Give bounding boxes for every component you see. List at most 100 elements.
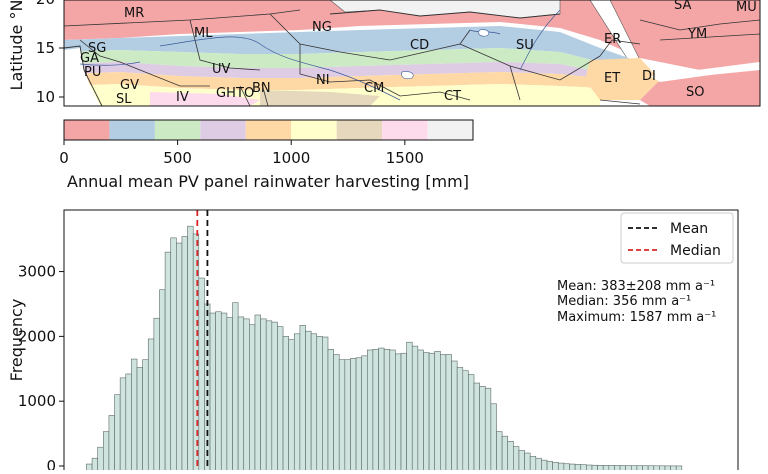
histogram-bar [445,354,452,474]
histogram-bar [395,353,402,474]
country-label-mr: MR [124,6,144,21]
country-label-ct: CT [444,89,461,104]
histogram-bar [664,465,671,474]
histogram-bar [389,349,396,474]
histogram-bar [209,312,216,474]
histogram-bar [232,302,239,474]
country-label-di: DI [642,69,656,84]
histogram-bar [170,237,177,474]
histogram-bar [271,321,278,474]
histogram-bar [322,336,329,474]
histogram-panel: 0 1000 2000 3000 Frequency Mean Median Mean… [7,209,739,474]
country-label-sa: SA [674,0,691,13]
histogram-bar [496,431,503,474]
histogram-bar [659,465,666,474]
histogram-bar [338,359,346,474]
histogram-bar [226,317,233,474]
colorbar-block [154,120,201,140]
histogram-bar [670,465,677,474]
map-y-axis: 20 15 10 Latitude °N [7,0,64,106]
histogram-bar [518,450,525,474]
country-label-uv: UV [212,62,231,77]
histogram-bar [147,338,155,474]
histogram-bar [103,431,110,474]
map-band-purple [64,62,600,78]
histogram-bar [608,465,615,474]
colorbar-block [64,120,110,140]
stats-annotation: Mean: 383±208 mm a⁻¹ Median: 356 mm a⁻¹ … [557,279,716,325]
histogram-bar [569,463,576,474]
histogram-bars [86,225,683,474]
histogram-bar [355,357,362,474]
histogram-bar [220,312,228,474]
histogram-bar [400,352,407,474]
colorbar-ticks: 0 500 1000 1500 [59,140,424,167]
histogram-bar [614,465,621,474]
histogram-bar [378,347,385,474]
histogram-bar [462,370,469,474]
histogram-bar [473,382,480,474]
histogram-bar [254,314,261,474]
histogram-y-axis: 0 1000 2000 3000 [18,263,64,474]
legend-mean-label: Mean [670,221,708,237]
histogram-bar [625,465,632,474]
histogram-bar [310,333,318,474]
histogram-bar [529,455,537,474]
rivers [79,9,561,101]
histogram-bar [653,465,660,474]
histogram-bar [97,446,104,474]
histogram-bar [383,349,391,474]
histogram-bar [434,350,441,474]
country-label-ml: ML [194,26,213,41]
histogram-bar [535,457,542,474]
country-label-ga: GA [80,51,99,66]
histogram-bar [630,465,638,474]
histogram-bar [647,465,655,474]
colorbar-block [291,120,337,140]
stats-maximum: Maximum: 1587 mm a⁻¹ [557,310,716,325]
histogram-ytick-label: 0 [46,457,56,470]
colorbar-block [336,120,383,140]
map-ytick-20: 20 [36,0,55,8]
map-band-dry [64,0,760,70]
histogram-ytick-label: 2000 [18,327,56,345]
country-label-er: ER [604,32,621,47]
histogram-bar [563,463,570,474]
histogram-bar [187,225,194,474]
map-ylabel: Latitude °N [7,0,26,90]
legend-median-label: Median [670,243,721,259]
histogram-bar [440,354,447,474]
histogram-bar [541,459,548,474]
histogram-bar [260,318,267,474]
histogram-bar [327,349,334,474]
country-label-ni: NI [316,73,330,88]
histogram-bar [142,359,149,474]
histogram-bar [86,463,93,474]
country-label-bn: BN [252,81,271,96]
country-label-su: SU [516,38,534,53]
histogram-bar [507,441,514,474]
colorbar-block [245,120,292,140]
histogram-bar [591,464,598,474]
histogram-bar [372,349,379,474]
histogram-bar [361,355,368,474]
histogram-bar [293,333,301,474]
histogram-bar [552,462,559,474]
stats-median: Median: 356 mm a⁻¹ [557,294,691,309]
histogram-bar [344,359,351,474]
histogram-bar [153,317,160,474]
histogram-bar [176,242,183,474]
histogram-bar [636,465,643,474]
map-band-pink [150,92,260,106]
histogram-bar [479,385,486,474]
country-label-sl: SL [116,92,132,107]
histogram-bar [243,318,250,474]
colorbar-block [427,120,473,140]
histogram-bar [277,326,284,474]
histogram-bar [675,465,683,474]
histogram-bar [546,461,553,474]
histogram-bar [451,360,458,474]
country-label-et: ET [604,71,620,86]
